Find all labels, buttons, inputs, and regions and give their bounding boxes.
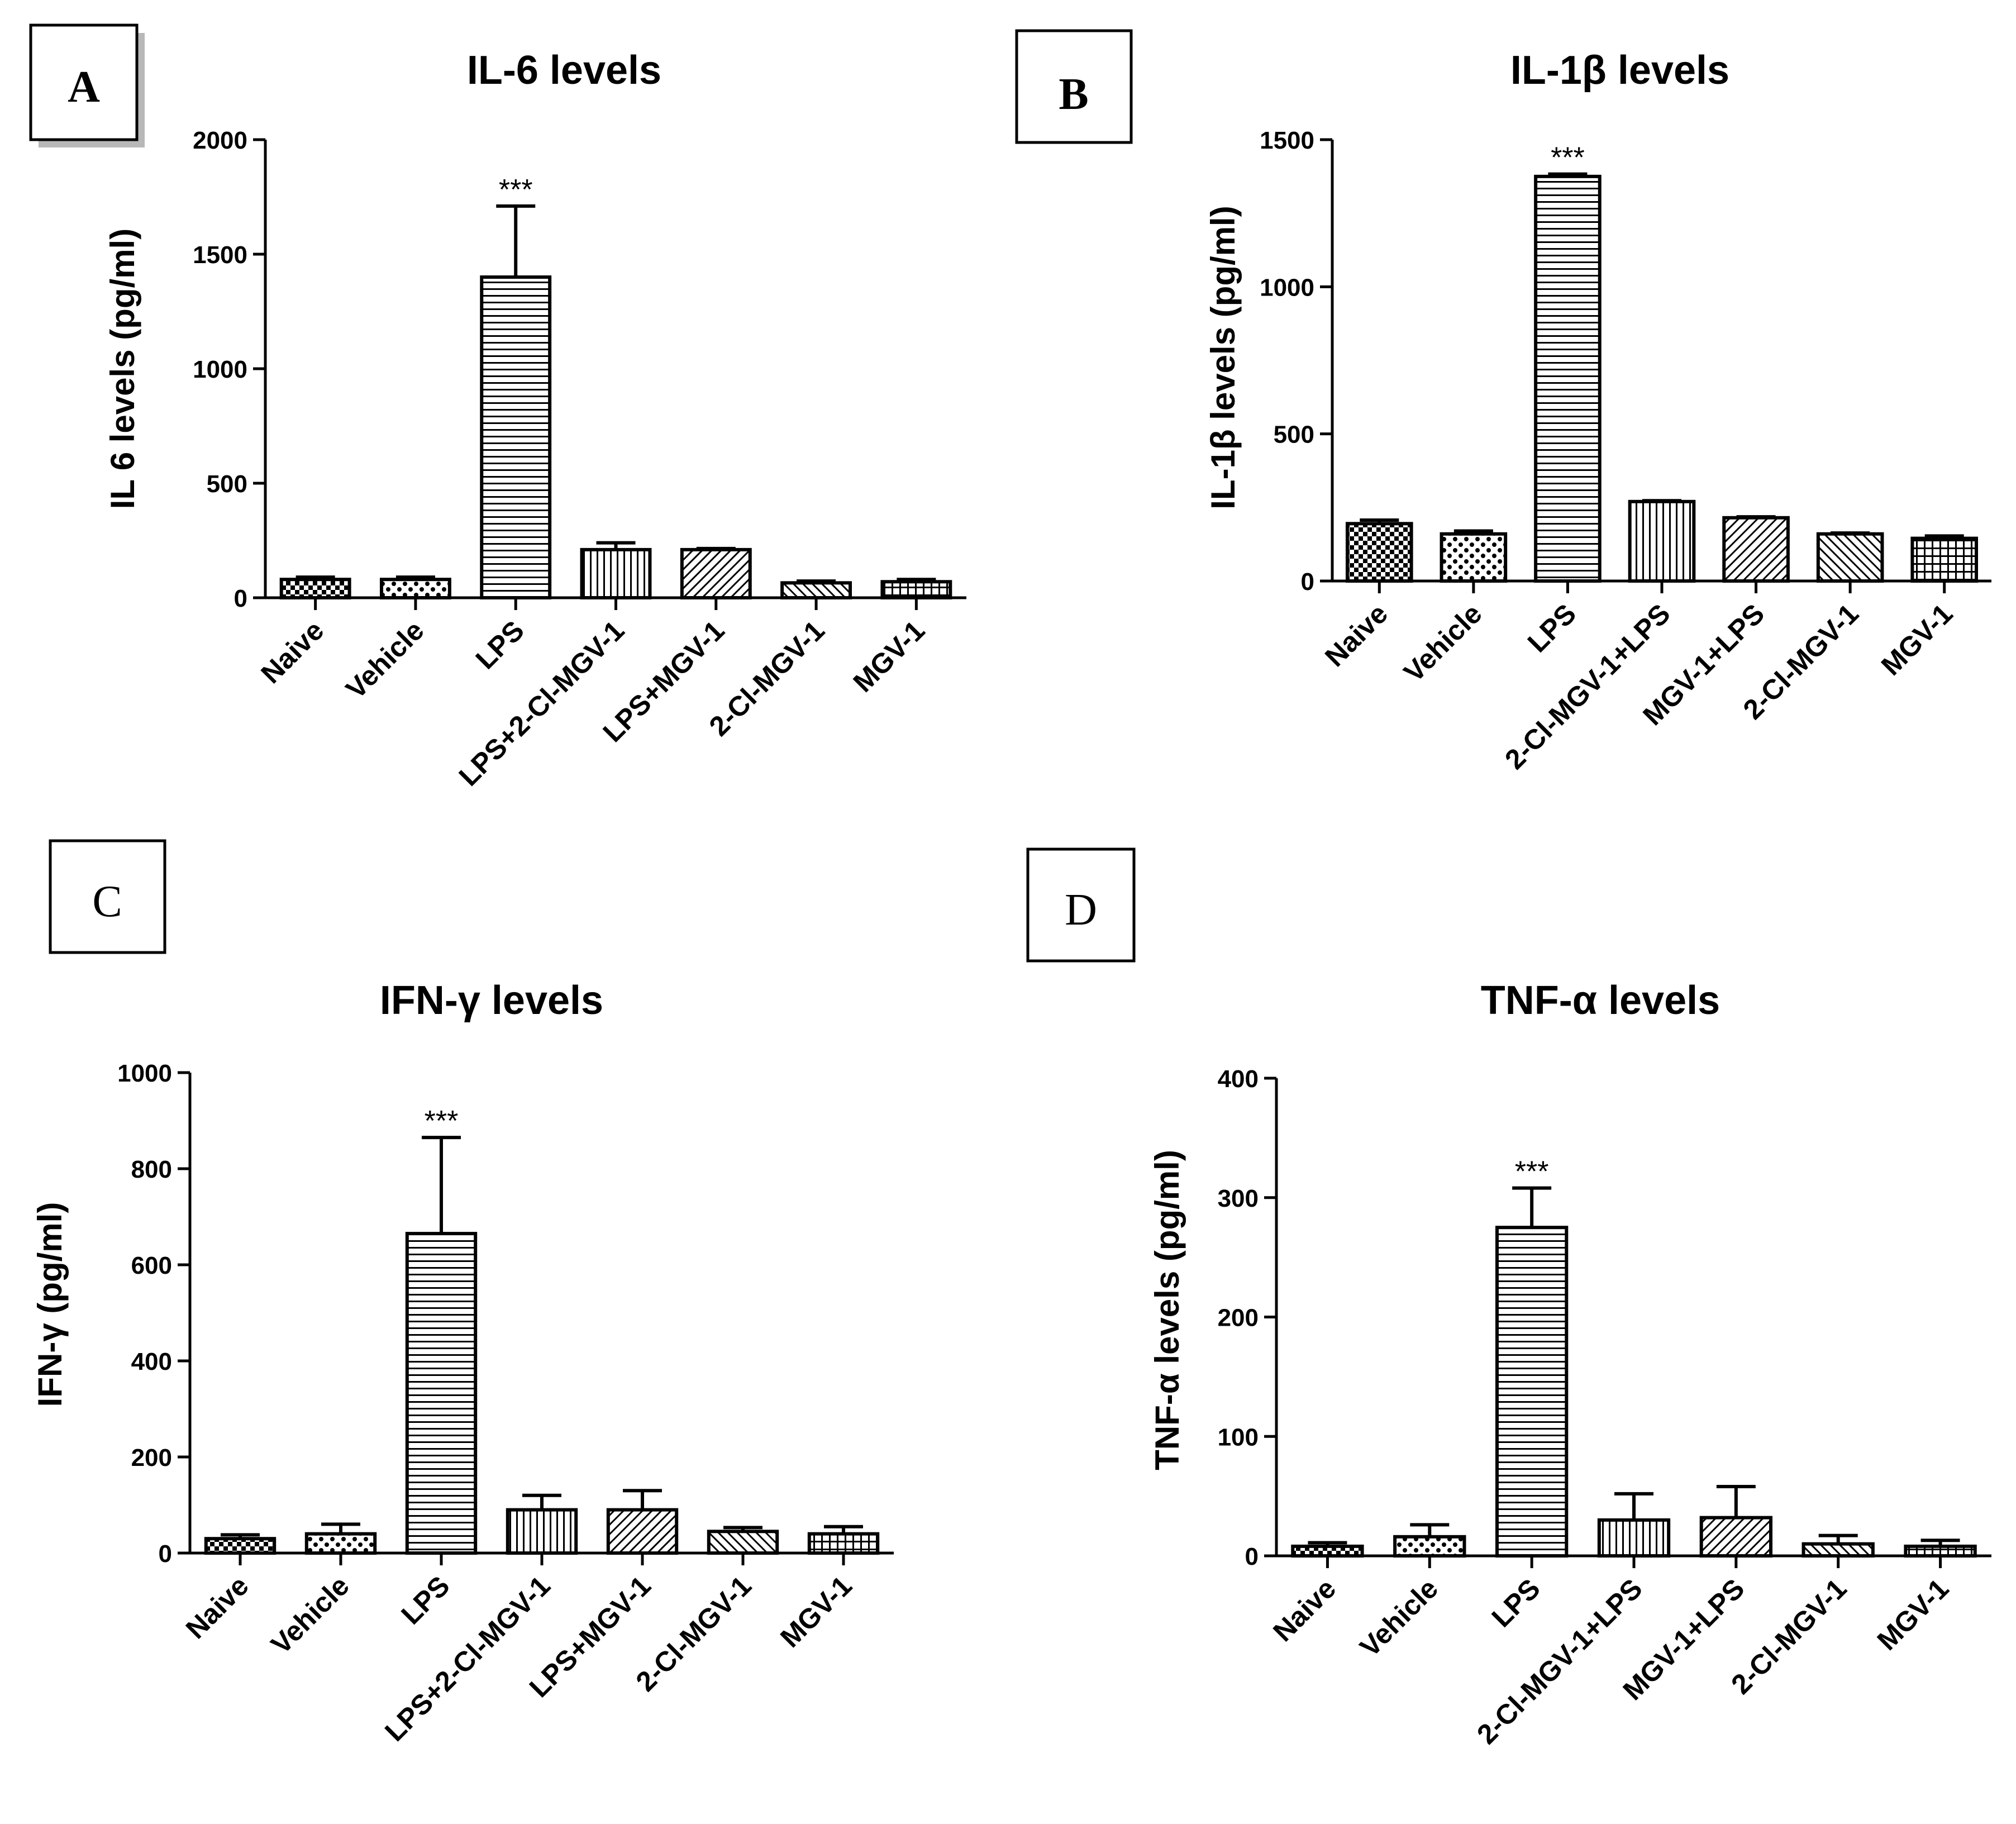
y-tick-label: 1500 xyxy=(1260,127,1314,154)
y-tick-label: 1000 xyxy=(117,1060,172,1087)
bar xyxy=(1699,1516,1773,1558)
y-tick-label: 2000 xyxy=(193,127,247,154)
y-axis-label: IFN-γ (pg/ml) xyxy=(31,1202,69,1407)
bar xyxy=(707,1530,779,1555)
bar xyxy=(1722,516,1790,583)
y-tick-label: 0 xyxy=(234,585,247,612)
x-category-label: MGV-1 xyxy=(1871,1573,1955,1656)
bar xyxy=(1440,532,1508,583)
bar xyxy=(807,1532,880,1555)
x-category-label: LPS xyxy=(1486,1573,1546,1633)
y-tick-label: 0 xyxy=(1245,1543,1259,1570)
bar xyxy=(1291,1544,1364,1558)
panel-label-box xyxy=(29,23,139,141)
bar xyxy=(1393,1535,1466,1558)
bar xyxy=(279,578,351,599)
y-tick-label: 200 xyxy=(1218,1304,1259,1332)
bar xyxy=(1534,174,1602,583)
bar xyxy=(1628,499,1696,583)
panel-label: A xyxy=(68,63,100,112)
y-tick-label: 500 xyxy=(207,470,247,498)
x-category-label: Naive xyxy=(1267,1573,1342,1647)
chart-panel-c: C IFN-γ levels IFN-γ (pg/ml) 0 200 400 600 800 1… xyxy=(31,839,894,1747)
x-category-label: LPS xyxy=(395,1570,455,1630)
x-category-label: Vehicle xyxy=(1354,1573,1444,1663)
x-category-label: Naive xyxy=(1319,598,1394,673)
chart-panel-a: A IL-6 levels IL 6 levels (pg/ml) 0 500 1000 1… xyxy=(29,23,966,792)
bar xyxy=(1597,1518,1671,1558)
x-category-label: Vehicle xyxy=(1398,598,1488,688)
y-tick-label: 0 xyxy=(159,1540,172,1568)
bar xyxy=(1904,1544,1977,1558)
y-tick-label: 600 xyxy=(131,1252,172,1279)
x-category-label: LPS xyxy=(470,615,530,675)
y-axis-label: TNF-α levels (pg/ml) xyxy=(1148,1150,1186,1470)
x-category-label: LPS xyxy=(1522,598,1582,658)
x-category-label: LPS+2-Cl-MGV-1 xyxy=(379,1570,556,1747)
x-category-label: Naive xyxy=(180,1570,255,1645)
panel-label: D xyxy=(1065,885,1097,935)
bar xyxy=(606,1508,679,1555)
x-category-label: Vehicle xyxy=(340,615,430,704)
bar xyxy=(1345,522,1413,583)
y-tick-label: 100 xyxy=(1218,1423,1259,1451)
chart-title: TNF-α levels xyxy=(1481,978,1720,1023)
y-tick-label: 800 xyxy=(131,1156,172,1183)
panel-label-box xyxy=(49,839,166,954)
x-category-label: MGV-1 xyxy=(774,1570,858,1654)
bar xyxy=(580,547,652,600)
bar xyxy=(1910,536,1979,583)
bar xyxy=(304,1532,377,1555)
y-tick-label: 1000 xyxy=(1260,274,1314,301)
x-category-label: 2-Cl-MGV-1+LPS xyxy=(1499,598,1676,775)
x-category-label: LPS+2-Cl-MGV-1 xyxy=(453,615,631,792)
significance-marker: *** xyxy=(1515,1156,1549,1188)
y-tick-label: 500 xyxy=(1274,421,1314,449)
significance-marker: *** xyxy=(499,174,533,206)
panel-label: C xyxy=(92,877,122,926)
y-tick-label: 300 xyxy=(1218,1185,1259,1212)
chart-panel-b: B IL-1β levels IL-1β levels (pg/ml) 0 500 100… xyxy=(1015,29,1991,775)
chart-title: IFN-γ levels xyxy=(380,978,603,1023)
bar xyxy=(1816,532,1884,583)
significance-marker: *** xyxy=(1551,142,1585,174)
bar xyxy=(204,1537,277,1555)
x-category-label: Vehicle xyxy=(265,1570,355,1660)
bar xyxy=(780,581,852,599)
chart-title: IL-1β levels xyxy=(1510,48,1729,93)
y-tick-label: 200 xyxy=(131,1444,172,1471)
panel-label-box xyxy=(1026,847,1136,963)
y-tick-label: 400 xyxy=(1218,1065,1259,1093)
x-category-label: MGV-1 xyxy=(1875,598,1959,682)
y-tick-label: 1000 xyxy=(193,356,247,383)
bar xyxy=(1495,1226,1569,1558)
panel-label: B xyxy=(1059,70,1088,119)
bar xyxy=(405,1232,478,1555)
panel-label-box xyxy=(1015,29,1133,144)
chart-title: IL-6 levels xyxy=(467,48,661,93)
x-category-label: Naive xyxy=(255,615,330,689)
y-axis-label: IL-1β levels (pg/ml) xyxy=(1204,206,1242,509)
y-axis-label: IL 6 levels (pg/ml) xyxy=(104,228,141,509)
bar xyxy=(1801,1542,1875,1558)
significance-marker: *** xyxy=(425,1105,459,1137)
bar xyxy=(680,547,752,600)
y-tick-label: 400 xyxy=(131,1348,172,1375)
y-tick-label: 1500 xyxy=(193,241,247,269)
y-tick-label: 0 xyxy=(1301,568,1314,596)
chart-panel-d: D TNF-α levels TNF-α levels (pg/ml) 0 100 200… xyxy=(1026,847,1991,1750)
x-category-label: MGV-1 xyxy=(847,615,931,698)
bar xyxy=(880,580,952,600)
bar xyxy=(480,275,552,599)
bar xyxy=(379,578,451,599)
bar xyxy=(506,1508,578,1555)
